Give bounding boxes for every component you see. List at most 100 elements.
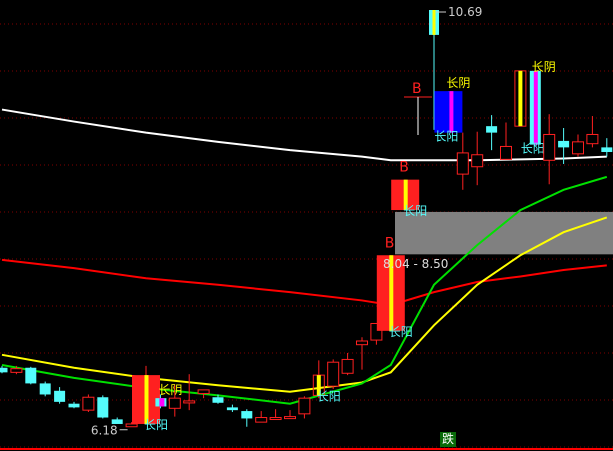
candle-body — [39, 383, 51, 395]
candle — [486, 115, 498, 151]
candle-body — [298, 397, 311, 415]
buy-signal-label: B — [385, 235, 395, 251]
candle-body — [586, 133, 599, 145]
candle-body — [197, 389, 210, 395]
candle-stripe — [403, 179, 408, 211]
candle — [434, 91, 463, 133]
candle-body — [269, 417, 282, 421]
candle — [284, 410, 296, 420]
candle-body — [434, 91, 463, 133]
candle — [269, 409, 282, 421]
candle-body — [0, 367, 8, 373]
candle-body — [255, 417, 268, 423]
high-price-label: 10.69 — [448, 5, 482, 19]
candle — [183, 374, 196, 411]
candle-body — [241, 411, 253, 419]
candle — [39, 381, 51, 397]
candle — [500, 122, 512, 160]
candle — [132, 365, 160, 424]
candle — [572, 134, 584, 157]
candle-stripe — [159, 398, 165, 407]
candle — [10, 365, 23, 375]
candle-body — [341, 358, 354, 374]
candle — [356, 337, 368, 370]
candle — [312, 360, 325, 399]
candle-body — [183, 400, 196, 404]
candle-body — [543, 133, 556, 161]
candle — [168, 385, 181, 417]
long-bullish-label: 长阳 — [144, 418, 168, 432]
zone-label: 8.04 - 8.50 — [383, 257, 449, 271]
candle-body — [226, 407, 238, 411]
long-bullish-label: 长阳 — [317, 389, 341, 403]
candle-body — [471, 154, 484, 168]
candle-body — [356, 340, 368, 346]
long-bearish-label: 长阴 — [158, 383, 182, 397]
candle — [558, 128, 570, 164]
candle-body — [370, 322, 383, 341]
candle — [456, 132, 469, 190]
candle-body — [111, 419, 123, 424]
candle — [376, 255, 405, 331]
candle-body — [500, 145, 512, 160]
candle-stripe — [449, 91, 454, 133]
candle — [255, 411, 268, 423]
candle — [327, 359, 340, 389]
candle — [97, 395, 109, 419]
candle-body — [10, 368, 23, 373]
candle-stripe — [144, 375, 149, 424]
candle — [341, 352, 354, 376]
candle-stripe — [533, 70, 538, 145]
candle-body — [68, 403, 80, 408]
moving-average-line — [1, 108, 607, 162]
buy-signal-label: B — [399, 160, 409, 176]
candle — [543, 114, 556, 185]
candle-stripe — [518, 70, 523, 127]
candle — [54, 387, 66, 404]
candle — [68, 401, 80, 409]
candle-stripe — [389, 255, 394, 331]
candle-body — [25, 367, 37, 384]
candle — [0, 365, 8, 374]
candle-body — [327, 361, 340, 387]
candle — [298, 396, 311, 419]
candle — [82, 394, 95, 412]
long-bullish-label: 长阳 — [521, 142, 545, 156]
candle-body — [558, 140, 570, 148]
moving-average-line — [1, 258, 607, 307]
candle — [601, 138, 613, 157]
candle — [212, 394, 224, 404]
candle-body — [212, 397, 224, 403]
candle — [226, 404, 238, 412]
long-bearish-label: 长阴 — [532, 60, 556, 74]
long-bearish-label: 长阴 — [446, 76, 470, 90]
price-zone — [395, 211, 613, 255]
candle-body — [284, 416, 296, 420]
buy-signal-label: B — [412, 81, 422, 97]
long-bullish-label: 长阳 — [403, 204, 427, 218]
fall-badge: 跌 — [440, 432, 457, 447]
candle — [111, 417, 123, 424]
candle — [391, 179, 420, 211]
candle — [586, 116, 599, 148]
long-bullish-label: 长阳 — [389, 325, 413, 339]
candle-body — [572, 141, 584, 155]
candle — [241, 409, 253, 427]
candle-body — [601, 147, 613, 152]
low-price-label: 6.18 — [91, 424, 118, 438]
candle-body — [97, 397, 109, 418]
candle — [197, 389, 210, 399]
candle-body — [168, 397, 181, 409]
candle-body — [82, 396, 95, 411]
candle-body — [54, 390, 66, 402]
candle — [471, 131, 484, 186]
candle — [155, 394, 167, 409]
long-bullish-label: 长阳 — [434, 130, 458, 144]
candle — [514, 70, 527, 127]
candle-stripe — [432, 10, 436, 35]
candle — [125, 422, 138, 428]
candle-body — [125, 423, 138, 428]
candle — [529, 70, 541, 147]
candle-stripe — [316, 375, 321, 396]
